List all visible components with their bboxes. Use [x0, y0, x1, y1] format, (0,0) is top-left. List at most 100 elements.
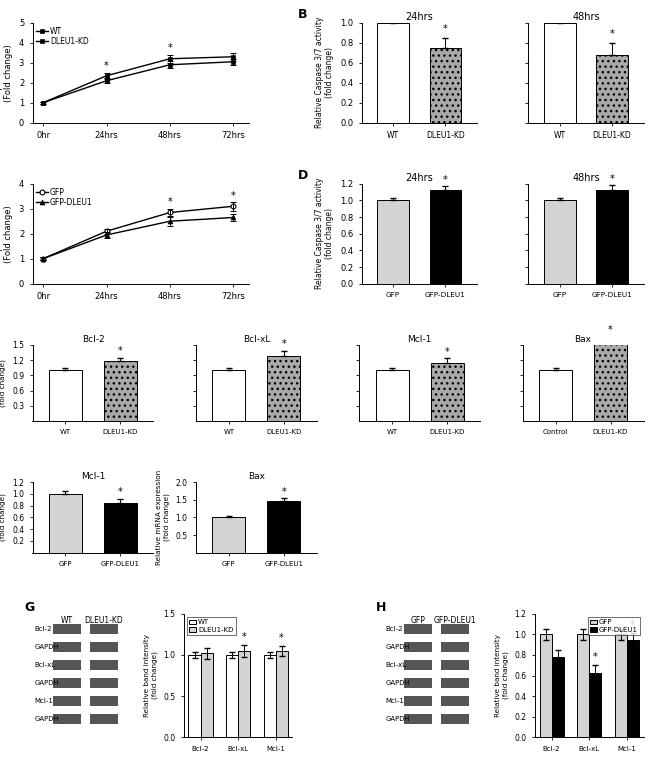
Text: GAPDH: GAPDH: [385, 680, 410, 686]
Bar: [377, 23, 409, 122]
Legend: WT, DLEU1-KD: WT, DLEU1-KD: [187, 617, 235, 635]
Title: Mcl-1: Mcl-1: [81, 473, 105, 481]
Bar: [53, 624, 81, 634]
Text: *: *: [118, 347, 123, 356]
Text: *: *: [445, 347, 450, 357]
Bar: [431, 363, 463, 421]
GFP: [229, 201, 237, 211]
Y-axis label: Relative Caspase 3/7 activity
(fold change): Relative Caspase 3/7 activity (fold chan…: [315, 178, 335, 290]
Text: *: *: [443, 175, 448, 185]
Text: *: *: [593, 652, 597, 662]
Legend: GFP, GFP-DLEU1: GFP, GFP-DLEU1: [588, 617, 640, 635]
Bar: [53, 696, 81, 706]
GFP: [166, 208, 174, 217]
DLEU1-KD: [103, 71, 111, 81]
Text: *: *: [281, 486, 286, 497]
Text: DLEU1-KD: DLEU1-KD: [84, 616, 124, 625]
Y-axis label: Relative mRNA expression
(fold change): Relative mRNA expression (fold change): [0, 335, 6, 430]
Y-axis label: Relative band intensity
(fold change): Relative band intensity (fold change): [144, 634, 157, 717]
GFP-DLEU1: [39, 254, 47, 263]
Text: *: *: [610, 174, 614, 184]
Line: DLEU1-KD: DLEU1-KD: [41, 54, 236, 105]
Title: Bax: Bax: [248, 473, 265, 481]
Bar: [213, 370, 245, 421]
Bar: [377, 201, 409, 283]
Bar: [404, 624, 432, 634]
Bar: [90, 624, 118, 634]
Bar: [430, 48, 461, 122]
Text: GAPDH: GAPDH: [34, 644, 59, 650]
Bar: [104, 503, 137, 553]
Bar: [53, 660, 81, 670]
Line: GFP: GFP: [41, 204, 236, 261]
DLEU1-KD: [229, 52, 237, 62]
Bar: [188, 655, 200, 737]
Legend: WT, DLEU1-KD: WT, DLEU1-KD: [36, 27, 89, 46]
Bar: [90, 660, 118, 670]
Text: *: *: [281, 339, 286, 350]
Bar: [540, 635, 551, 737]
WT: [166, 60, 174, 69]
Legend: GFP, GFP-DLEU1: GFP, GFP-DLEU1: [36, 188, 93, 207]
Text: Bcl-xL: Bcl-xL: [34, 662, 56, 668]
Bar: [597, 55, 628, 122]
Text: *: *: [104, 61, 109, 71]
Bar: [404, 660, 432, 670]
Bar: [276, 651, 287, 737]
Text: *: *: [168, 198, 172, 207]
Bar: [104, 361, 137, 421]
Bar: [49, 370, 82, 421]
Title: 24hrs: 24hrs: [405, 173, 433, 183]
DLEU1-KD: [166, 54, 174, 63]
Bar: [441, 660, 469, 670]
Bar: [430, 191, 461, 283]
Y-axis label: Relative band intensity
(fold change): Relative band intensity (fold change): [495, 634, 508, 717]
Bar: [594, 342, 627, 421]
Text: Mcl-1: Mcl-1: [34, 698, 53, 704]
Y-axis label: Relative mRNA expression
(fold change): Relative mRNA expression (fold change): [156, 470, 170, 565]
Bar: [49, 494, 82, 553]
Bar: [213, 518, 245, 553]
Text: *: *: [610, 29, 614, 39]
Bar: [441, 696, 469, 706]
Bar: [90, 641, 118, 652]
Bar: [544, 23, 575, 122]
Bar: [544, 201, 575, 283]
Y-axis label: Relative mRNA expression
(fold change): Relative mRNA expression (fold change): [0, 470, 6, 565]
Text: WT: WT: [61, 616, 73, 625]
Bar: [597, 189, 628, 283]
Bar: [226, 655, 238, 737]
Text: B: B: [298, 8, 308, 21]
Bar: [589, 673, 601, 737]
Bar: [53, 641, 81, 652]
Text: GAPDH: GAPDH: [385, 644, 410, 650]
Bar: [263, 655, 276, 737]
WT: [39, 98, 47, 107]
GFP-DLEU1: [103, 230, 111, 239]
Text: Mcl-1: Mcl-1: [385, 698, 404, 704]
Bar: [200, 654, 213, 737]
Bar: [90, 696, 118, 706]
Bar: [376, 370, 409, 421]
Bar: [441, 624, 469, 634]
Bar: [90, 678, 118, 688]
Text: Bcl-xL: Bcl-xL: [385, 662, 407, 668]
Text: *: *: [242, 632, 246, 641]
Bar: [404, 696, 432, 706]
Bar: [404, 678, 432, 688]
Bar: [404, 714, 432, 724]
Bar: [90, 714, 118, 724]
Title: 48hrs: 48hrs: [572, 12, 600, 22]
Text: *: *: [279, 632, 284, 643]
Text: GAPDH: GAPDH: [385, 716, 410, 722]
Bar: [441, 641, 469, 652]
GFP: [103, 226, 111, 236]
Text: *: *: [168, 43, 172, 52]
Bar: [441, 678, 469, 688]
Text: G: G: [25, 601, 35, 614]
Y-axis label: Cell proliferation
(Fold change): Cell proliferation (Fold change): [0, 38, 13, 108]
Y-axis label: Cell proliferation
(Fold change): Cell proliferation (Fold change): [0, 198, 13, 269]
Text: Bcl-2: Bcl-2: [385, 625, 403, 632]
Text: *: *: [608, 325, 613, 334]
DLEU1-KD: [39, 98, 47, 107]
